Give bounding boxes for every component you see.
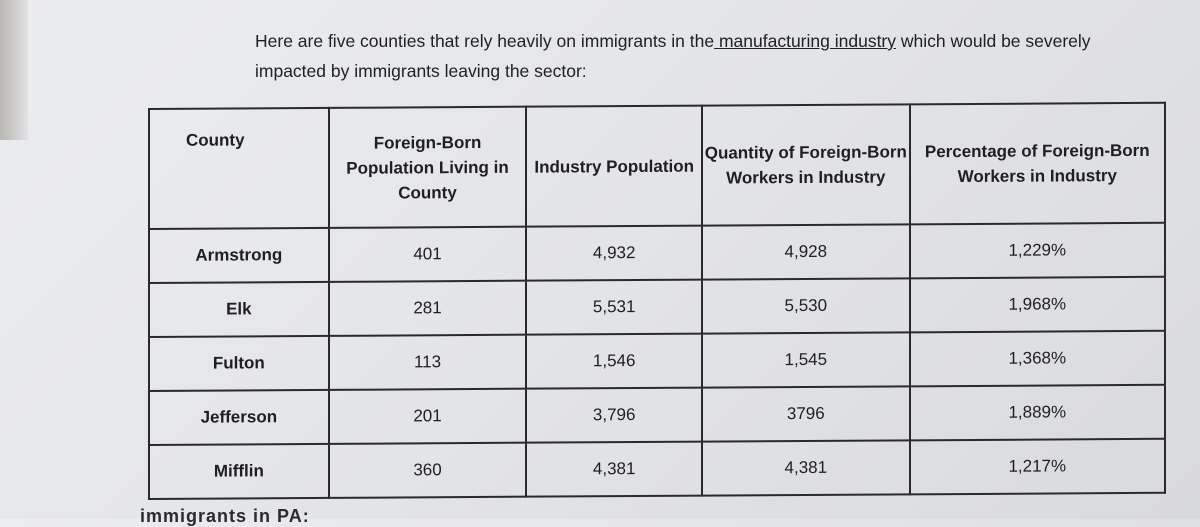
cell-county: Mifflin: [149, 443, 329, 499]
intro-paragraph: Here are five counties that rely heavily…: [255, 26, 1135, 86]
cell-county: Elk: [149, 281, 329, 337]
cell-foreign-born-percentage: 1,217%: [909, 438, 1165, 495]
cell-county: Jefferson: [149, 389, 329, 445]
cell-foreign-born-percentage: 1,968%: [909, 276, 1165, 333]
table-row: Mifflin 360 4,381 4,381 1,217%: [149, 438, 1165, 499]
table-row: Fulton 113 1,546 1,545 1,368%: [149, 330, 1165, 391]
cell-foreign-born-population: 113: [328, 334, 527, 390]
cell-industry-population: 4,932: [526, 225, 703, 281]
header-foreign-born-population: Foreign-Born Population Living in County: [328, 106, 527, 228]
cell-county: Fulton: [149, 335, 329, 391]
cell-county: Armstrong: [149, 227, 329, 283]
table-row: Armstrong 401 4,932 4,928 1,229%: [149, 222, 1165, 283]
header-industry-population: Industry Population: [526, 105, 703, 227]
cell-industry-population: 4,381: [526, 441, 703, 497]
cell-foreign-born-population: 360: [328, 442, 527, 498]
cell-industry-population: 5,531: [526, 279, 703, 335]
header-county: County: [149, 107, 329, 229]
cell-foreign-born-workers: 4,928: [702, 224, 910, 280]
cell-foreign-born-workers: 3796: [702, 386, 910, 442]
header-foreign-born-percentage: Percentage of Foreign-Born Workers in In…: [909, 102, 1165, 225]
cell-foreign-born-percentage: 1,889%: [909, 384, 1165, 441]
cell-foreign-born-workers: 4,381: [702, 440, 910, 496]
header-foreign-born-workers: Quantity of Foreign-Born Workers in Indu…: [702, 104, 910, 226]
cell-industry-population: 3,796: [526, 387, 703, 443]
cell-foreign-born-percentage: 1,368%: [909, 330, 1165, 387]
cell-foreign-born-percentage: 1,229%: [909, 222, 1165, 279]
cell-foreign-born-population: 281: [328, 280, 527, 336]
cut-off-heading-fragment: immigrants in PA:: [140, 506, 310, 526]
table-row: Jefferson 201 3,796 3796 1,889%: [149, 384, 1165, 445]
cell-foreign-born-population: 201: [328, 388, 527, 444]
county-data-table: County Foreign-Born Population Living in…: [148, 102, 1166, 500]
paper-edge-shadow: [0, 0, 28, 140]
intro-text-end: which would be severely impacted by immi…: [255, 31, 1091, 81]
table-row: Elk 281 5,531 5,530 1,968%: [149, 276, 1165, 337]
cell-industry-population: 1,546: [526, 333, 703, 389]
cell-foreign-born-population: 401: [328, 226, 527, 282]
cell-foreign-born-workers: 1,545: [702, 332, 910, 388]
intro-underlined-phrase: manufacturing industry: [714, 31, 897, 51]
intro-text-start: Here are five counties that rely heavily…: [255, 31, 715, 51]
cell-foreign-born-workers: 5,530: [702, 278, 910, 334]
table-header-row: County Foreign-Born Population Living in…: [149, 102, 1165, 229]
